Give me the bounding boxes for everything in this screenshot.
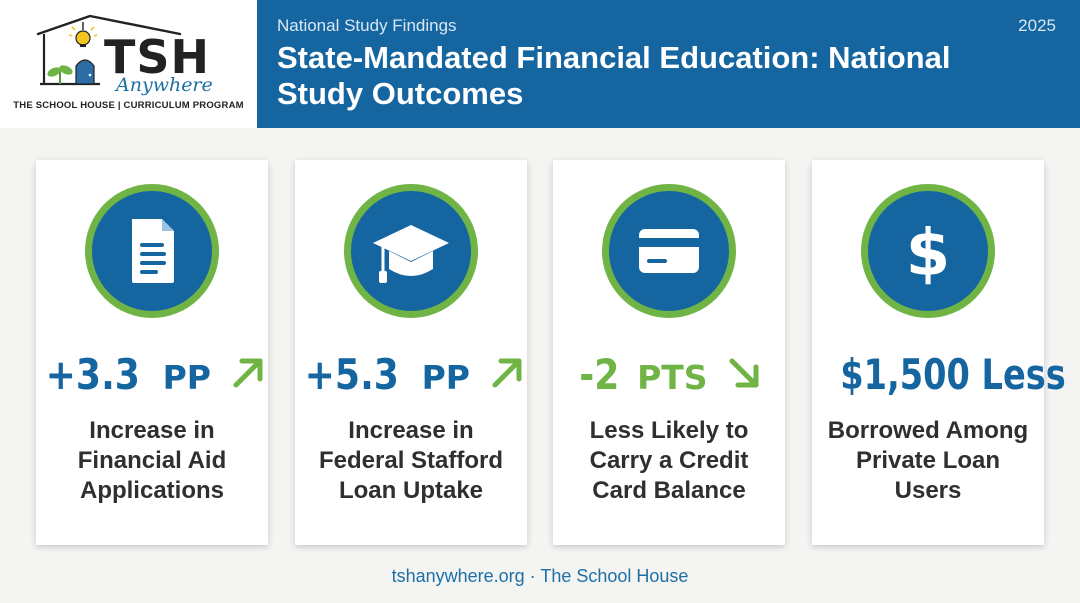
stat-card-icon-circle: $: [861, 184, 995, 318]
logo-script: Anywhere: [116, 74, 213, 96]
stat-card-icon-circle: [344, 184, 478, 318]
stat-value: -2: [579, 350, 620, 399]
stat-description: Increase in Financial Aid Applications: [77, 417, 227, 504]
stat-card-icon-circle: [85, 184, 219, 318]
graduation-cap-icon: [373, 225, 449, 283]
stat-unit: PP: [162, 358, 211, 397]
logo-wordmark: TSH: [104, 30, 211, 84]
header-banner: National Study Findings State-Mandated F…: [257, 0, 1080, 128]
dollar-icon: $: [906, 217, 951, 291]
stat-card-icon-circle: [602, 184, 736, 318]
logo: TSH Anywhere THE SCHOOL HOUSE | CURRICUL…: [0, 0, 257, 128]
stat-value-row: +5.3 PP: [295, 350, 527, 403]
header-year: 2025: [1018, 16, 1056, 35]
stat-card-stafford-loan: +5.3 PP Increase in Federal Stafford Loa…: [295, 160, 527, 545]
stat-unit: PTS: [637, 358, 708, 397]
footer-link[interactable]: tshanywhere.org · The School House: [391, 566, 689, 586]
stat-card-financial-aid: +3.3 PP Increase in Financial Aid Applic…: [36, 160, 268, 545]
stat-card-private-loan: $ $1,500 Less Borrowed Among Private Loa…: [812, 160, 1066, 545]
arrow-down-right-icon: [729, 358, 759, 388]
page-title: State-Mandated Financial Education: Nati…: [277, 40, 951, 111]
stat-value-row: $1,500 Less: [812, 350, 1066, 400]
stat-description: Borrowed Among Private Loan Users: [827, 417, 1029, 504]
header-eyebrow: National Study Findings: [277, 16, 457, 35]
stat-value: +5.3: [305, 350, 400, 399]
stat-value: $1,500 Less: [840, 350, 1066, 399]
credit-card-icon: [639, 229, 699, 273]
document-icon: [132, 219, 174, 283]
stat-value: +3.3: [46, 350, 141, 399]
arrow-up-right-icon: [492, 358, 522, 388]
schoolhouse-logo-icon: [36, 14, 182, 86]
stat-card-credit-card: -2 PTS Less Likely to Carry a Credit Car…: [553, 160, 785, 545]
stat-description: Less Likely to Carry a Credit Card Balan…: [589, 417, 749, 504]
stat-description: Increase in Federal Stafford Loan Uptake: [318, 417, 504, 504]
svg-text:$: $: [906, 217, 951, 291]
logo-tagline: THE SCHOOL HOUSE | CURRICULUM PROGRAM: [13, 100, 244, 111]
arrow-up-right-icon: [233, 358, 263, 388]
stat-value-row: -2 PTS: [553, 350, 785, 403]
stat-value-row: +3.3 PP: [36, 350, 268, 403]
stat-unit: PP: [421, 358, 470, 397]
